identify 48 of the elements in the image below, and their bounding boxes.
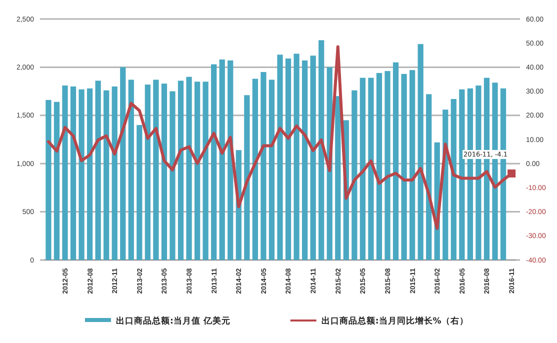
bar [170,91,176,260]
bar [211,64,217,260]
bar [252,78,258,260]
bar [112,86,118,260]
legend-label: 出口商品总额:当月同比增长%（右） [321,316,468,326]
bar [128,80,134,260]
bar [360,78,366,260]
bar [376,72,382,260]
bar [95,80,101,260]
bar [104,90,110,260]
bar [260,72,266,260]
bar [401,74,407,260]
bar [392,62,399,260]
bar [178,80,184,260]
bar [310,56,316,260]
bar [54,102,60,260]
bar [144,84,151,260]
bar [426,94,432,260]
bar [219,59,225,260]
bar [228,60,234,260]
bar [244,95,250,260]
bar [294,54,300,260]
bar [153,80,159,260]
bar [302,60,308,260]
bar [384,71,390,260]
bar [70,86,76,260]
bar [450,99,456,260]
bar [352,90,358,260]
bar [161,84,168,260]
bar [318,40,324,260]
bar [459,89,465,260]
bar [78,89,84,260]
bar [202,82,208,260]
bar [418,44,424,260]
bar [268,80,275,260]
bar [46,100,52,260]
bar [186,76,192,260]
bar [285,58,292,260]
bar [409,70,416,260]
bar [277,54,283,260]
bar [136,125,142,260]
legend-label: 出口商品总额:当月值 亿美元 [116,316,230,326]
bar [194,82,200,260]
bar [120,67,126,260]
bar [335,96,341,260]
bar [368,78,374,260]
bar [87,88,93,260]
bar [62,86,68,260]
